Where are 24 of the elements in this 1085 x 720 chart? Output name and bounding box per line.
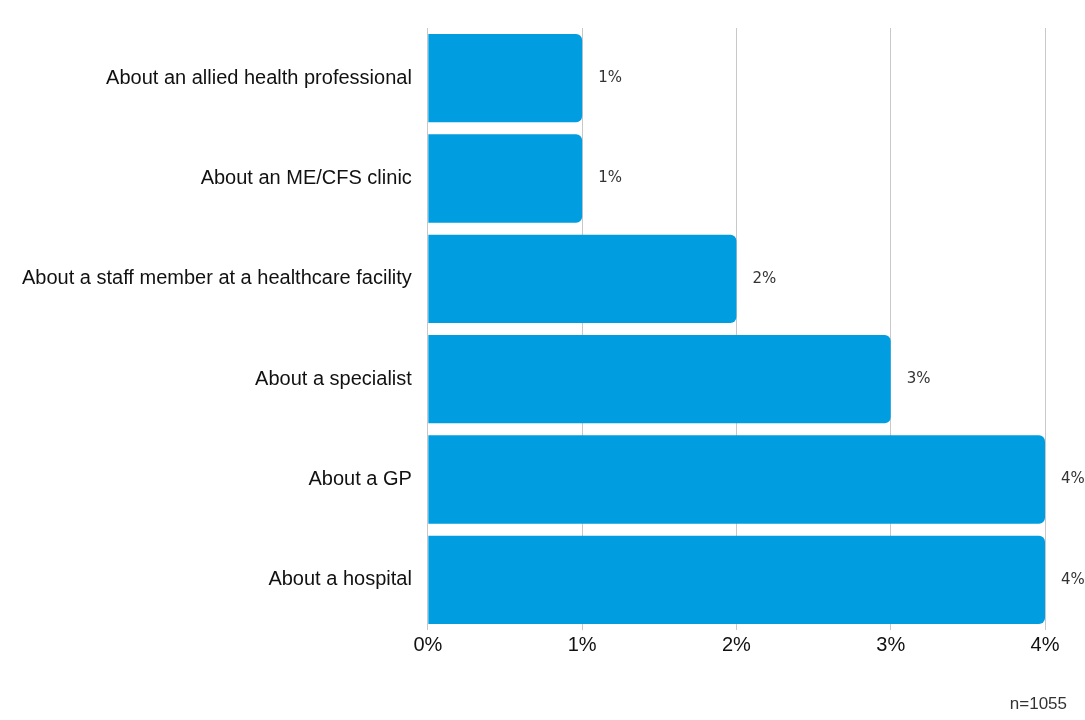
x-tick-label: 0% bbox=[413, 632, 443, 655]
bar bbox=[428, 134, 583, 223]
data-label: 1% bbox=[598, 168, 622, 187]
text: n=1055 bbox=[1009, 694, 1067, 714]
y-tick-label: About a staff member at a healthcare facility bbox=[21, 266, 412, 289]
y-tick-label: About a specialist bbox=[255, 366, 413, 389]
x-tick-label: 3% bbox=[876, 632, 906, 655]
data-label: 2% bbox=[752, 268, 777, 287]
x-tick-label: 4% bbox=[1030, 632, 1060, 655]
data-label: 4% bbox=[1061, 469, 1085, 488]
x-tick-label: 1% bbox=[567, 632, 597, 655]
bar bbox=[428, 234, 737, 323]
bar bbox=[428, 535, 1045, 624]
x-tick-label: 2% bbox=[721, 632, 752, 655]
y-tick-label: About an ME/CFS clinic bbox=[200, 166, 412, 189]
y-tick-label: About a GP bbox=[308, 467, 412, 490]
data-label: 3% bbox=[906, 369, 931, 388]
bar bbox=[428, 435, 1045, 524]
data-label: 4% bbox=[1061, 569, 1085, 588]
y-tick-label: About an allied health professional bbox=[106, 65, 412, 88]
bar bbox=[428, 34, 583, 123]
data-label: 1% bbox=[598, 68, 622, 87]
y-tick-label: About a hospital bbox=[268, 567, 412, 590]
bar bbox=[428, 335, 891, 424]
